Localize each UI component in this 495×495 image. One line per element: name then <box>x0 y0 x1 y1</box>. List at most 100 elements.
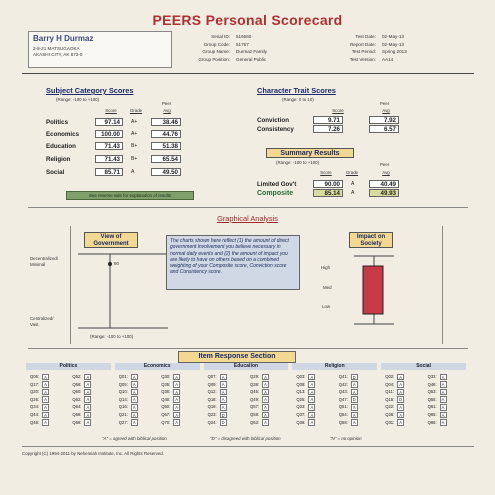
subject-col-grade: Grade <box>129 108 143 113</box>
response-item: Q33: A <box>296 403 334 411</box>
answer-box: A <box>219 388 227 396</box>
answer-box: A <box>84 388 92 396</box>
character-score: 7.26 <box>313 125 343 133</box>
response-item: Q01: A <box>119 373 157 381</box>
graph-range: (Range: -100 to +100) <box>90 334 134 339</box>
character-peer: 7.92 <box>369 116 399 124</box>
summary-col-score: Score <box>320 170 332 175</box>
subject-grade: A+ <box>131 119 138 125</box>
summary-score: 90.00 <box>313 180 343 188</box>
response-item: Q64: A <box>72 403 110 411</box>
meta-row: Report Date: 02-May-13 <box>349 41 404 47</box>
summary-col-grade: Grade <box>345 170 359 175</box>
answer-box: A <box>219 373 227 381</box>
response-item: Q56: A <box>72 381 110 389</box>
graphical-analysis-title: Graphical Analysis <box>217 214 278 223</box>
subject-score: 97.14 <box>95 118 123 126</box>
question-number: Q49: <box>249 396 260 402</box>
graph-frame <box>70 226 443 344</box>
character-score: 9.71 <box>313 116 343 124</box>
response-item: Q34: A <box>30 403 68 411</box>
meta-row: Serial ID: 516560 <box>211 34 252 39</box>
footer-divider <box>22 446 474 447</box>
question-number: Q35: <box>161 381 171 387</box>
answer-box: D <box>397 396 405 403</box>
answer-box: A <box>397 381 405 388</box>
question-number: Q34: <box>30 404 40 410</box>
subject-col-avg: Avg <box>163 108 171 113</box>
answer-box: A <box>439 373 447 381</box>
response-item: Q12: A <box>208 388 246 396</box>
question-number: Q62: <box>72 396 82 402</box>
question-number: Q03: <box>296 374 306 379</box>
marker-value: 90 <box>114 261 119 266</box>
answer-box: D <box>219 411 227 419</box>
response-item: Q31: A <box>385 419 423 427</box>
answer-box: A <box>42 419 49 426</box>
question-number: Q31: <box>385 419 395 425</box>
response-item: Q18: A <box>208 396 246 404</box>
answer-box: A <box>42 396 49 403</box>
copyright: Copyright (C) 1994-2011 by Nehemiah Inst… <box>22 451 164 456</box>
centralized-label: Centralized/ Vast <box>30 316 54 327</box>
answer-box: A <box>439 404 447 411</box>
impact-level-high: High <box>321 265 331 270</box>
question-number: Q69: <box>72 419 82 425</box>
meta-row: Group Position: General Public <box>198 56 267 62</box>
response-item: Q38: A <box>296 419 334 427</box>
answer-box: A <box>261 404 269 411</box>
answer-box: A <box>397 404 405 411</box>
response-item: Q61: A <box>428 403 466 411</box>
response-item: Q41: D <box>339 373 377 381</box>
question-number: Q37: <box>296 411 306 417</box>
answer-box: A <box>350 381 358 388</box>
answer-box: A <box>42 404 49 411</box>
answer-box: A <box>261 388 269 396</box>
question-number: Q04: <box>385 381 395 387</box>
answer-box: A <box>308 419 316 426</box>
answer-box: A <box>261 411 269 419</box>
question-number: Q67: <box>161 411 171 417</box>
subject-peer: 51.38 <box>151 142 181 150</box>
impact-bar <box>362 265 384 315</box>
question-number: Q51: <box>338 404 348 410</box>
response-item: Q58: A <box>339 419 377 427</box>
response-item: Q22: A <box>385 403 423 411</box>
meta-row: Test Version: AA14 <box>349 56 394 62</box>
response-item: Q14: A <box>119 396 157 404</box>
question-number: Q66: <box>427 419 437 425</box>
address-line-1: 3-8-21 MATSUGAOKA <box>33 46 80 51</box>
question-number: Q61: <box>427 404 437 410</box>
answer-box: A <box>397 419 405 426</box>
question-number: Q52: <box>72 374 82 379</box>
answer-box: A <box>439 419 447 426</box>
subject-grade: A <box>131 169 135 175</box>
answer-box: A <box>130 411 138 419</box>
legend-no-opinion: "N" = no opinion <box>330 436 362 441</box>
response-item: Q15: D <box>385 396 423 404</box>
question-number: Q45: <box>249 389 260 395</box>
answer-box: A <box>219 404 227 411</box>
summary-section-title: Summary Results <box>266 148 354 158</box>
character-row-label: Consistency <box>257 126 294 133</box>
subject-peer: 38.46 <box>151 118 181 126</box>
question-number: Q41: <box>338 374 348 379</box>
question-number: Q23: <box>207 411 217 417</box>
question-number: Q25: <box>296 396 306 402</box>
meta-row: Group Code: 51767 <box>203 41 249 47</box>
summary-grade: A <box>351 181 355 187</box>
question-number: Q38: <box>296 419 306 425</box>
score-marker <box>108 262 112 266</box>
summary-range: (Range: -100 to +100) <box>276 160 320 165</box>
section-divider <box>28 348 468 349</box>
decentralized-label: Decentralized/ Minimal <box>30 256 59 267</box>
response-item: Q28: A <box>385 411 423 419</box>
answer-box: A <box>308 373 316 381</box>
impact-level-med: Med <box>323 285 332 290</box>
subject-peer: 49.50 <box>151 168 181 176</box>
header-divider <box>22 73 474 74</box>
character-col-peer: Peer <box>380 101 390 106</box>
question-number: Q14: <box>118 396 128 402</box>
answer-box: A <box>42 381 49 388</box>
response-item: Q26: A <box>30 396 68 404</box>
